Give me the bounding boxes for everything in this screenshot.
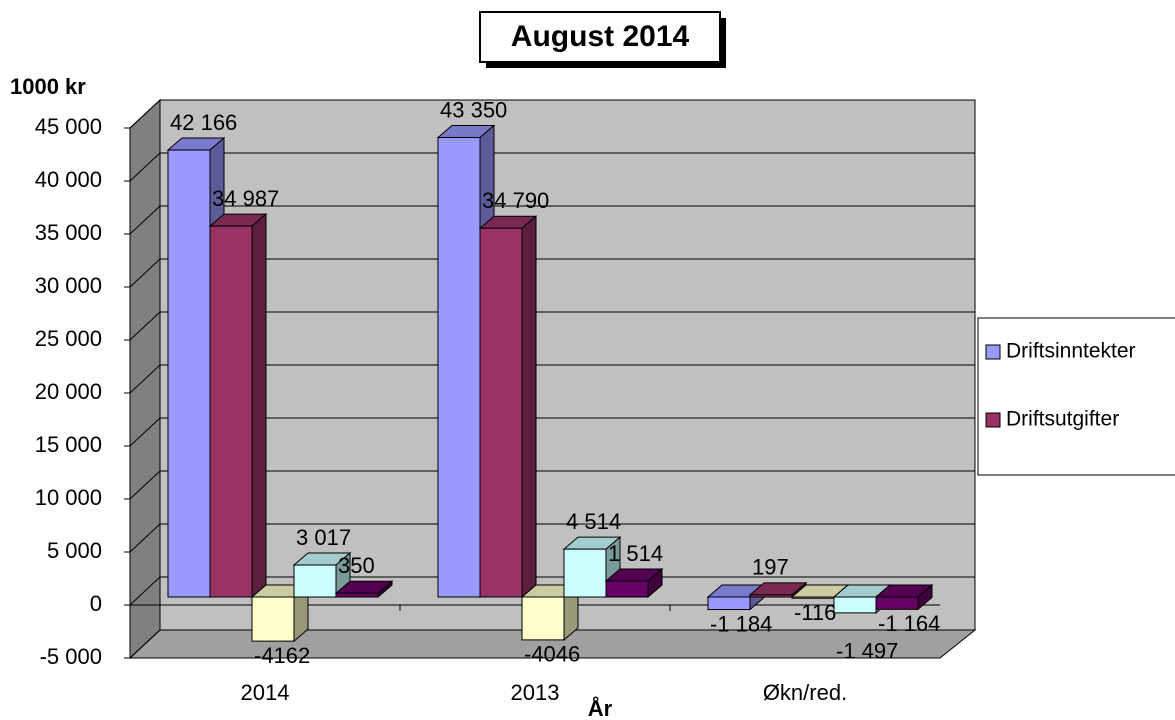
grid-line: [129, 629, 161, 659]
data-label: 350: [338, 553, 375, 578]
legend-box: [977, 317, 1175, 476]
y-tick-label: -5 000: [40, 644, 102, 669]
x-tick-label: 2013: [511, 680, 560, 705]
data-label: -4046: [524, 642, 580, 667]
y-tick-label: 20 000: [35, 379, 102, 404]
grid-line: [129, 152, 161, 182]
legend-swatch: [985, 344, 1001, 360]
grid-line: [129, 205, 161, 235]
x-tick-label: Økn/red.: [763, 680, 847, 705]
legend-label: Driftsutgifter: [1006, 408, 1119, 431]
data-label: 42 166: [170, 110, 237, 135]
data-label: 43 350: [440, 97, 507, 122]
grid-line: [129, 470, 161, 500]
y-tick-label: 5 000: [47, 538, 102, 563]
y-tick-label: 35 000: [35, 220, 102, 245]
bar-side: [251, 213, 267, 599]
bar: [749, 594, 793, 598]
y-axis-label: 1000 kr: [10, 74, 86, 99]
bar: [833, 596, 877, 614]
grid-line: [129, 364, 161, 394]
bar: [437, 136, 481, 598]
y-tick-label: 15 000: [35, 432, 102, 457]
data-label: 3 017: [296, 525, 351, 550]
data-label: -116: [794, 600, 836, 625]
bar: [293, 564, 337, 598]
bar-side: [521, 215, 537, 599]
bar: [791, 596, 835, 599]
bar: [875, 596, 919, 610]
x-axis-label: År: [588, 695, 613, 720]
data-label: 34 790: [482, 188, 549, 213]
data-label: -1 164: [878, 611, 940, 636]
bar: [605, 580, 649, 598]
legend-label: Driftsinntekter: [1006, 340, 1136, 363]
grid-line: [129, 417, 161, 447]
grid-line: [129, 258, 161, 288]
data-label: -1 497: [836, 639, 898, 664]
grid-line: [129, 523, 161, 553]
legend-swatch: [985, 412, 1001, 428]
y-tick-label: 25 000: [35, 326, 102, 351]
bar: [479, 227, 523, 598]
grid-line: [129, 99, 161, 129]
bar: [209, 225, 253, 598]
bar: [521, 596, 565, 641]
y-tick-label: 45 000: [35, 114, 102, 139]
y-tick-label: 30 000: [35, 273, 102, 298]
bar: [707, 596, 751, 611]
grid-line: [129, 311, 161, 341]
data-label: 4 514: [566, 509, 621, 534]
bar: [251, 596, 295, 642]
title-box: [479, 11, 721, 63]
data-label: -4162: [254, 643, 310, 668]
x-tick-label: 2014: [241, 680, 290, 705]
y-tick-label: 0: [90, 591, 102, 616]
data-label: -1 184: [710, 611, 772, 636]
bar: [335, 592, 379, 598]
y-tick-label: 10 000: [35, 485, 102, 510]
data-label: 197: [752, 555, 789, 580]
y-tick-label: 40 000: [35, 167, 102, 192]
chart-title: August 2014: [511, 20, 690, 53]
bar: [563, 548, 607, 598]
data-label: 34 987: [212, 186, 279, 211]
bar: [167, 149, 211, 598]
data-label: 1 514: [608, 541, 663, 566]
grid-line: [129, 576, 161, 606]
